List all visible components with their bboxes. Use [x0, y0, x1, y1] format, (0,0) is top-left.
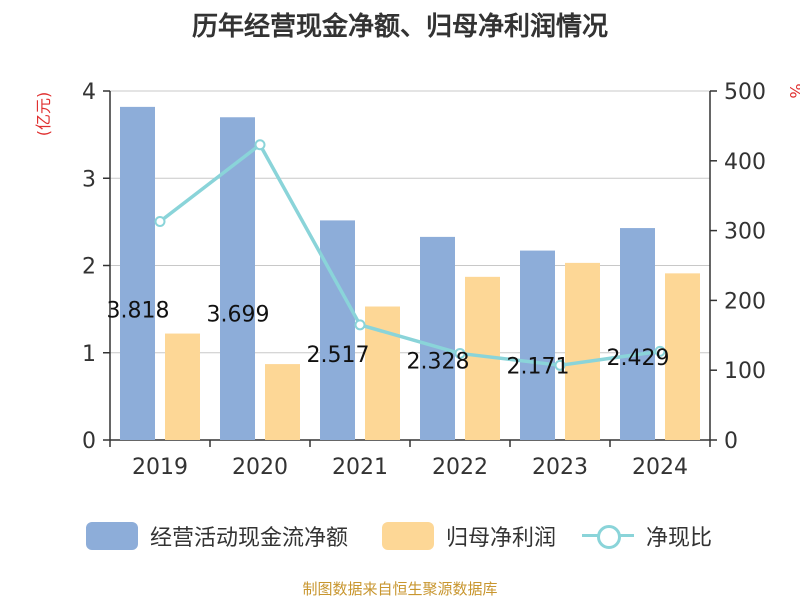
legend-item-ratio[interactable]: 净现比 — [582, 516, 712, 556]
legend-swatch-profit — [382, 522, 434, 550]
source-note: 制图数据来自恒生聚源数据库 — [302, 580, 498, 598]
data-label-cashflow: 2.171 — [507, 355, 570, 380]
y-right-tick-label: 300 — [724, 220, 766, 245]
bar-cashflow — [120, 106, 155, 440]
data-label-cashflow: 2.328 — [407, 349, 470, 374]
legend-item-profit[interactable]: 归母净利润 — [382, 516, 556, 556]
bar-cashflow — [620, 228, 655, 440]
point-ratio — [454, 347, 466, 359]
point-ratio — [154, 216, 166, 228]
x-tick-label: 2020 — [232, 455, 288, 480]
point-ratio — [354, 319, 366, 331]
legend-label-profit: 归母净利润 — [446, 526, 557, 551]
bar-cashflow — [320, 220, 355, 440]
x-tick-label: 2023 — [532, 455, 588, 480]
bar-profit — [165, 333, 200, 440]
y-right-tick-label: 400 — [724, 150, 766, 175]
bar-cashflow — [420, 236, 455, 440]
bar-profit — [565, 262, 600, 440]
line-ratio — [158, 142, 661, 368]
y-left-tick-label: 2 — [82, 255, 96, 280]
x-tick-label: 2019 — [132, 455, 188, 480]
legend: 经营活动现金流净额 归母净利润 净现比 — [0, 516, 800, 556]
data-label-cashflow: 2.429 — [607, 346, 670, 371]
point-ratio — [254, 139, 266, 151]
data-label-cashflow: 3.699 — [207, 302, 270, 327]
legend-label-cashflow: 经营活动现金流净额 — [150, 526, 349, 551]
y-right-axis-label: % — [786, 83, 800, 98]
legend-label-ratio: 净现比 — [646, 526, 713, 551]
bar-cashflow — [520, 250, 555, 440]
y-left-tick-label: 4 — [82, 80, 96, 105]
y-right-tick-label: 100 — [724, 359, 766, 384]
x-tick-label: 2024 — [632, 455, 688, 480]
y-left-tick-label: 3 — [82, 167, 96, 192]
data-label-cashflow: 2.517 — [307, 343, 370, 368]
y-left-tick-label: 0 — [82, 429, 96, 454]
point-ratio — [554, 359, 566, 371]
y-right-tick-label: 200 — [724, 289, 766, 314]
bar-profit — [265, 364, 300, 440]
y-left-tick-label: 1 — [82, 342, 96, 367]
bar-cashflow — [220, 117, 255, 440]
x-tick-label: 2022 — [432, 455, 488, 480]
legend-swatch-cashflow — [86, 522, 138, 550]
data-label-cashflow: 3.818 — [107, 298, 170, 323]
y-left-axis-label: (亿元) — [34, 92, 53, 137]
y-right-tick-label: 0 — [724, 429, 738, 454]
x-tick-label: 2021 — [332, 455, 388, 480]
y-right-tick-label: 500 — [724, 80, 766, 105]
bar-profit — [665, 273, 700, 440]
legend-item-cashflow[interactable]: 经营活动现金流净额 — [86, 516, 348, 556]
legend-swatch-ratio — [582, 522, 634, 550]
point-ratio — [654, 345, 666, 357]
chart-title: 历年经营现金净额、归母净利润情况 — [191, 12, 608, 42]
